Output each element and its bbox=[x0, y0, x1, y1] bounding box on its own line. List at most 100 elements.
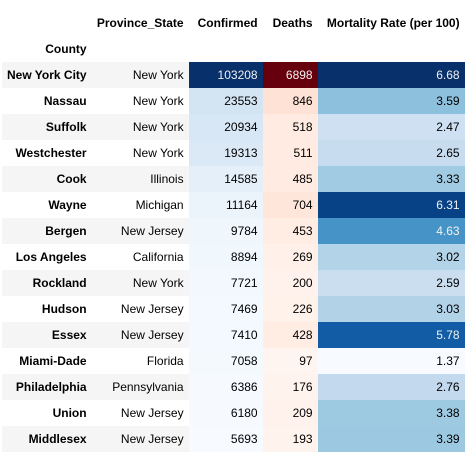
deaths-cell: 269 bbox=[262, 244, 318, 270]
blank-header-cell bbox=[2, 10, 92, 36]
confirmed-header: Confirmed bbox=[197, 16, 258, 30]
mortality-rate-cell: 2.47 bbox=[317, 114, 465, 140]
province-state-cell: Pennsylvania bbox=[91, 374, 189, 400]
confirmed-cell: 8894 bbox=[188, 244, 263, 270]
confirmed-cell: 5693 bbox=[188, 426, 263, 452]
table-body: New York City New York 103208 6898 6.68 Nassa… bbox=[2, 62, 465, 452]
county-cell: Essex bbox=[2, 322, 92, 348]
mortality-rate-cell: 1.37 bbox=[317, 348, 465, 374]
table-row: Bergen New Jersey 9784 453 4.63 bbox=[2, 218, 465, 244]
deaths-header: Deaths bbox=[272, 16, 313, 30]
confirmed-cell: 19313 bbox=[188, 140, 263, 166]
confirmed-cell: 103208 bbox=[188, 62, 263, 88]
county-cell: Los Angeles bbox=[15, 250, 87, 264]
mortality-rate-cell: 2.59 bbox=[317, 270, 465, 296]
mortality-rate-cell: 3.03 bbox=[317, 296, 465, 322]
deaths-cell: 846 bbox=[262, 88, 318, 114]
county-cell: Philadelphia bbox=[2, 374, 92, 400]
deaths-cell: 6898 bbox=[262, 62, 318, 88]
table-row: Wayne Michigan 11164 704 6.31 bbox=[2, 192, 465, 218]
province-state-cell: New Jersey bbox=[91, 218, 189, 244]
mortality-rate-header: Mortality Rate (per 100) bbox=[326, 16, 460, 30]
province-state-cell: New York bbox=[91, 114, 189, 140]
county-cell: New York City bbox=[2, 62, 92, 88]
county-cell: Wayne bbox=[48, 198, 87, 212]
province-state-cell: New Jersey bbox=[91, 426, 189, 452]
mortality-rate-cell: 6.31 bbox=[317, 192, 465, 218]
province-state-cell: New Jersey bbox=[120, 302, 184, 316]
mortality-rate-cell: 6.68 bbox=[317, 62, 465, 88]
mortality-rate-cell: 3.39 bbox=[317, 426, 465, 452]
table-row: Philadelphia Pennsylvania 6386 176 2.76 bbox=[2, 374, 465, 400]
deaths-cell: 428 bbox=[262, 322, 318, 348]
table-row: Hudson New Jersey 7469 226 3.03 bbox=[2, 296, 465, 322]
confirmed-cell: 7058 bbox=[188, 348, 263, 374]
confirmed-cell: 9784 bbox=[188, 218, 263, 244]
deaths-cell: 511 bbox=[262, 140, 318, 166]
confirmed-cell: 20934 bbox=[188, 114, 263, 140]
mortality-rate-cell: 2.76 bbox=[317, 374, 465, 400]
province-state-cell: New Jersey bbox=[120, 406, 184, 420]
confirmed-cell: 7721 bbox=[188, 270, 263, 296]
county-cell: Middlesex bbox=[2, 426, 92, 452]
province-state-cell: Michigan bbox=[135, 198, 184, 212]
index-header-row: County bbox=[2, 36, 465, 62]
column-header-row: Province_State Confirmed Deaths Mortalit… bbox=[2, 10, 465, 36]
table-row: Miami-Dade Florida 7058 97 1.37 bbox=[2, 348, 465, 374]
table-row: New York City New York 103208 6898 6.68 bbox=[2, 62, 465, 88]
province-state-cell: Illinois bbox=[91, 166, 189, 192]
confirmed-cell: 6386 bbox=[188, 374, 263, 400]
mortality-rate-cell: 5.78 bbox=[317, 322, 465, 348]
mortality-rate-cell: 3.33 bbox=[317, 166, 465, 192]
mortality-rate-cell: 3.38 bbox=[317, 400, 465, 426]
deaths-cell: 518 bbox=[262, 114, 318, 140]
province-state-cell: New York bbox=[91, 62, 189, 88]
table-row: Cook Illinois 14585 485 3.33 bbox=[2, 166, 465, 192]
deaths-cell: 453 bbox=[262, 218, 318, 244]
confirmed-cell: 7410 bbox=[188, 322, 263, 348]
county-index-header: County bbox=[45, 42, 87, 56]
province-state-header: Province_State bbox=[96, 16, 184, 30]
deaths-cell: 209 bbox=[262, 400, 318, 426]
deaths-cell: 97 bbox=[262, 348, 318, 374]
table-row: Middlesex New Jersey 5693 193 3.39 bbox=[2, 426, 465, 452]
county-cell: Hudson bbox=[41, 302, 87, 316]
table-row: Rockland New York 7721 200 2.59 bbox=[2, 270, 465, 296]
county-cell: Rockland bbox=[2, 270, 92, 296]
province-state-cell: California bbox=[132, 250, 184, 264]
county-cell: Miami-Dade bbox=[19, 354, 87, 368]
mortality-rate-cell: 3.59 bbox=[317, 88, 465, 114]
deaths-cell: 485 bbox=[262, 166, 318, 192]
mortality-rate-cell: 4.63 bbox=[317, 218, 465, 244]
confirmed-cell: 14585 bbox=[188, 166, 263, 192]
county-cell: Union bbox=[52, 406, 87, 420]
table-row: Essex New Jersey 7410 428 5.78 bbox=[2, 322, 465, 348]
mortality-rate-cell: 3.02 bbox=[317, 244, 465, 270]
county-cell: Westchester bbox=[15, 146, 87, 160]
deaths-cell: 226 bbox=[262, 296, 318, 322]
province-state-cell: Florida bbox=[146, 354, 184, 368]
county-cell: Suffolk bbox=[2, 114, 92, 140]
province-state-cell: New York bbox=[132, 146, 184, 160]
deaths-cell: 704 bbox=[262, 192, 318, 218]
confirmed-cell: 6180 bbox=[188, 400, 263, 426]
table-row: Nassau New York 23553 846 3.59 bbox=[2, 88, 465, 114]
covid-county-table: Province_State Confirmed Deaths Mortalit… bbox=[2, 10, 465, 452]
table-row: Union New Jersey 6180 209 3.38 bbox=[2, 400, 465, 426]
county-cell: Bergen bbox=[2, 218, 92, 244]
deaths-cell: 176 bbox=[262, 374, 318, 400]
deaths-cell: 193 bbox=[262, 426, 318, 452]
province-state-cell: New York bbox=[91, 270, 189, 296]
province-state-cell: New Jersey bbox=[91, 322, 189, 348]
confirmed-cell: 23553 bbox=[188, 88, 263, 114]
mortality-rate-cell: 2.65 bbox=[317, 140, 465, 166]
table-row: Suffolk New York 20934 518 2.47 bbox=[2, 114, 465, 140]
county-cell: Cook bbox=[2, 166, 92, 192]
county-cell: Nassau bbox=[43, 94, 87, 108]
province-state-cell: New York bbox=[132, 94, 184, 108]
confirmed-cell: 11164 bbox=[188, 192, 263, 218]
confirmed-cell: 7469 bbox=[188, 296, 263, 322]
deaths-cell: 200 bbox=[262, 270, 318, 296]
table-row: Westchester New York 19313 511 2.65 bbox=[2, 140, 465, 166]
table-row: Los Angeles California 8894 269 3.02 bbox=[2, 244, 465, 270]
